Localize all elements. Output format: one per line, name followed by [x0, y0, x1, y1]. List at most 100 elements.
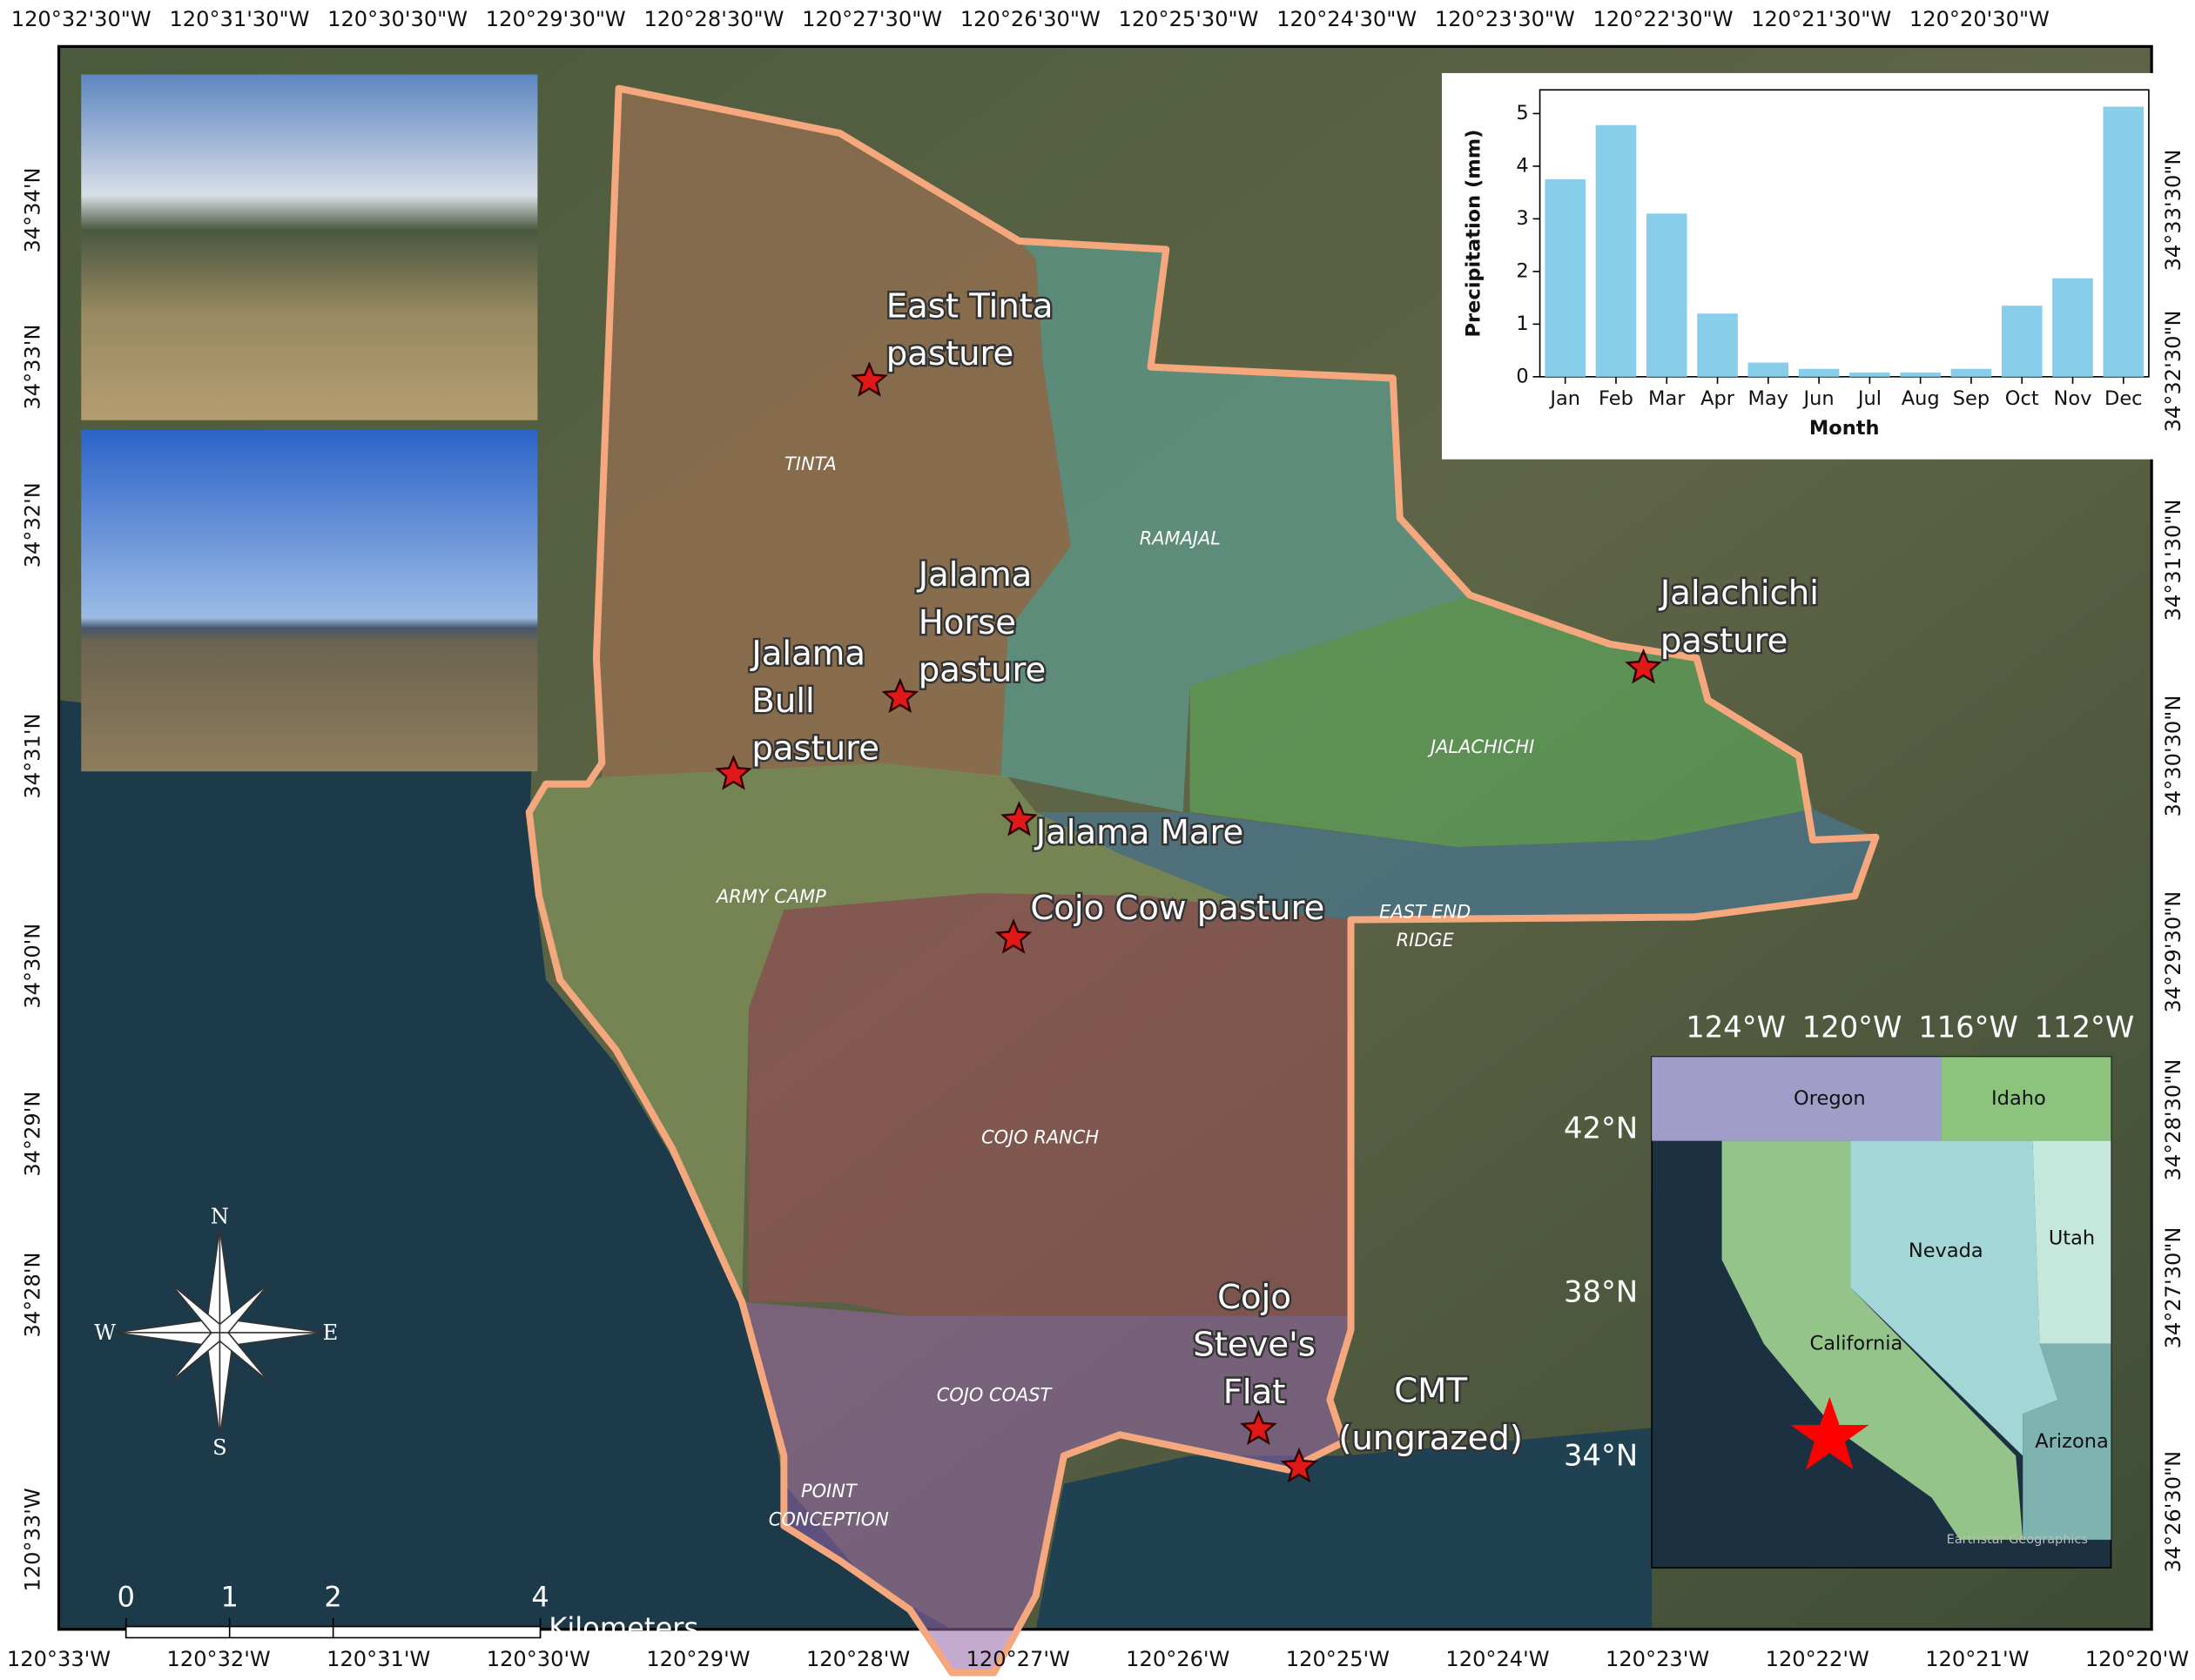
bar: [2103, 106, 2145, 377]
inset-lon-label: 124°W: [1686, 1011, 1786, 1045]
map-credit: Earthstar Geographics: [1947, 1533, 2088, 1547]
compass: [114, 1227, 326, 1438]
x-tick-label: Nov: [2054, 387, 2092, 410]
pasture-label: EAST END: [1379, 902, 1471, 923]
site-marker: [994, 918, 1033, 954]
bottom-axis-label: 120°22'W: [1766, 1647, 1869, 1671]
bar: [1646, 213, 1687, 377]
site-label: Cojo Cow pasture: [1030, 889, 1324, 928]
bottom-axis-label: 120°20'W: [2085, 1647, 2189, 1671]
y-tick-label: 4: [1516, 154, 1528, 177]
pasture-regions: [525, 84, 1880, 1677]
bottom-axis-label: 120°25'W: [1286, 1647, 1390, 1671]
right-axis-label: 34°27'30"N: [2161, 1227, 2185, 1349]
scale-unit: Kilometers: [549, 1611, 698, 1644]
y-tick-label: 1: [1516, 312, 1528, 335]
x-tick-label: Mar: [1648, 387, 1686, 410]
bottom-axis-label: 120°24'W: [1445, 1647, 1549, 1671]
y-tick-label: 2: [1516, 259, 1528, 282]
pasture-label: ARMY CAMP: [715, 886, 826, 907]
bottom-axis-label: 120°33'W: [7, 1647, 111, 1671]
site-marker: [1240, 1409, 1277, 1446]
x-tick-label: Dec: [2104, 387, 2143, 410]
site-label: pasture: [1660, 622, 1788, 661]
state-label: Oregon: [1794, 1087, 1866, 1110]
x-axis-title: Month: [1809, 417, 1880, 440]
bar: [2001, 306, 2043, 377]
site-label: Jalama: [750, 634, 865, 673]
state-label: Arizona: [2035, 1430, 2109, 1453]
left-axis-label: 34°33'N: [21, 325, 45, 410]
photos: [81, 74, 538, 772]
bar: [1545, 179, 1586, 377]
inset-lat-label: 42°N: [1564, 1111, 1638, 1145]
bottom-axis-label: 120°31'W: [327, 1647, 430, 1671]
site-label: Steve's: [1193, 1326, 1316, 1365]
compass-letter: N: [211, 1205, 229, 1229]
bottom-axis-label: 120°27'W: [966, 1647, 1070, 1671]
site-label: (ungrazed): [1338, 1419, 1522, 1458]
top-axis-label: 120°31'30"W: [169, 7, 309, 31]
right-axis-label: 34°33'30"N: [2161, 150, 2185, 272]
x-tick-label: Oct: [2005, 387, 2039, 410]
scale-tick-label: 1: [220, 1580, 238, 1613]
site-marker: [1280, 1447, 1318, 1483]
pasture-label: COJO RANCH: [981, 1126, 1099, 1147]
bottom-axis-label: 120°29'W: [646, 1647, 750, 1671]
pasture-label: COJO COAST: [937, 1384, 1054, 1405]
site-marker: [1000, 801, 1038, 837]
site-label: Bull: [751, 682, 814, 721]
site-marker: [881, 677, 919, 714]
compass-letter: E: [323, 1320, 339, 1345]
inset-lon-label: 112°W: [2035, 1011, 2135, 1045]
right-axis-label: 34°30'30"N: [2161, 696, 2185, 817]
x-tick-label: Aug: [1902, 387, 1940, 410]
site-label: pasture: [919, 651, 1047, 690]
bar: [1595, 124, 1637, 377]
pasture-label: RAMAJAL: [1140, 528, 1221, 548]
top-axis-label: 120°20'30"W: [1909, 7, 2050, 31]
bar: [1798, 368, 1840, 377]
site-marker: [1625, 648, 1662, 684]
state-label: Nevada: [1909, 1240, 1983, 1262]
site-label: Jalama: [917, 555, 1033, 595]
site-label: Jalama Mare: [1034, 813, 1244, 852]
bar: [2052, 278, 2093, 377]
right-axis-label: 34°28'30"N: [2161, 1059, 2185, 1181]
inset-lon-label: 116°W: [1918, 1011, 2018, 1045]
bottom-axis-label: 120°21'W: [1925, 1647, 2029, 1671]
x-tick-label: Jul: [1856, 387, 1882, 410]
pasture-label: TINTA: [784, 454, 837, 474]
inset-map: [1651, 1056, 2112, 1569]
top-axis-label: 120°25'30"W: [1119, 7, 1259, 31]
top-axis-label: 120°23'30"W: [1435, 7, 1575, 31]
top-axis-label: 120°27'30"W: [802, 7, 942, 31]
y-tick-label: 0: [1516, 365, 1528, 387]
compass-letter: W: [94, 1320, 116, 1345]
state-label: Utah: [2049, 1227, 2095, 1250]
left-axis-label: 34°32'N: [21, 482, 45, 568]
site-label: Flat: [1223, 1373, 1286, 1412]
site-label: pasture: [886, 334, 1014, 373]
left-axis-label: 120°33'W: [21, 1488, 45, 1591]
top-axis-label: 120°22'30"W: [1593, 7, 1734, 31]
y-tick-label: 5: [1516, 102, 1528, 124]
site-label: East Tinta: [886, 287, 1054, 326]
bar: [1849, 372, 1890, 377]
state-label: Idaho: [1991, 1087, 2046, 1110]
pasture-label: JALACHICHI: [1427, 736, 1534, 757]
right-axis-label: 34°31'30"N: [2161, 500, 2185, 622]
bottom-axis-label: 120°28'W: [806, 1647, 910, 1671]
bar: [1900, 372, 1941, 377]
x-tick-label: Apr: [1700, 387, 1735, 410]
scale-tick-label: 2: [324, 1580, 341, 1613]
top-axis-label: 120°30'30"W: [327, 7, 468, 31]
top-axis-label: 120°32'30"W: [11, 7, 151, 31]
top-axis-label: 120°28'30"W: [643, 7, 784, 31]
y-tick-label: 3: [1516, 207, 1528, 230]
inset-lon-label: 120°W: [1802, 1011, 1902, 1045]
left-axis-label: 34°28'N: [21, 1252, 45, 1337]
inset-lat-label: 38°N: [1564, 1274, 1638, 1308]
top-axis-label: 120°26'30"W: [960, 7, 1101, 31]
